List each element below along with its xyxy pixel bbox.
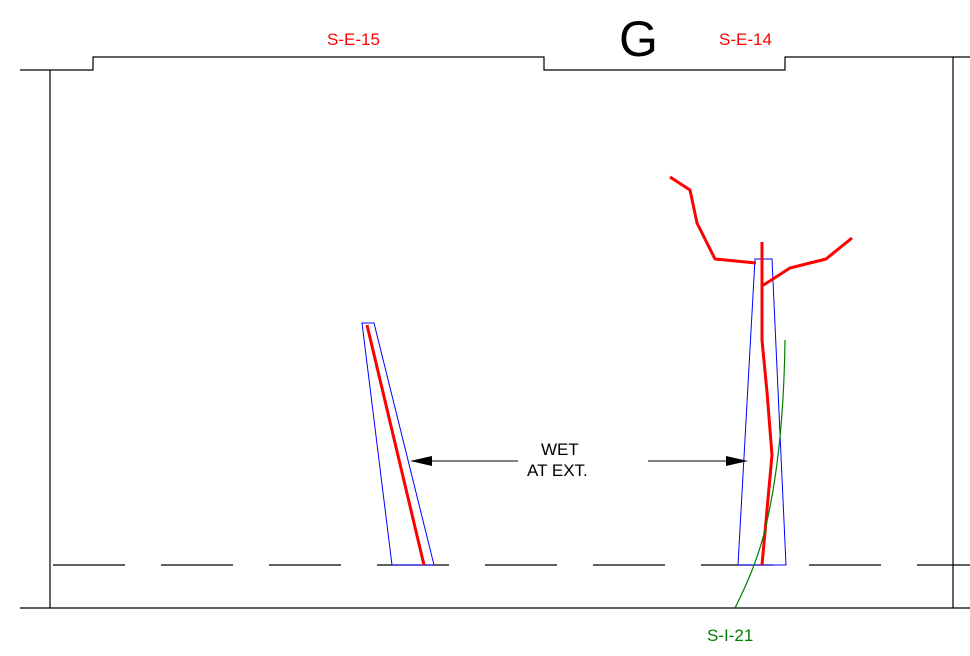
parapet-outline xyxy=(20,56,970,71)
left-pier-outline xyxy=(361,322,435,566)
right-pier-outline xyxy=(737,258,787,566)
grid-line-label: G xyxy=(619,11,658,67)
elevation-ref-left: S-E-15 xyxy=(327,30,380,49)
annotation-line-2: AT EXT. xyxy=(527,461,588,480)
annotation-line-1: WET xyxy=(541,440,579,459)
right-arrowhead xyxy=(726,456,748,466)
right-crack-branch-right xyxy=(761,236,853,288)
elevation-ref-right: S-E-14 xyxy=(719,30,772,49)
section-ref: S-I-21 xyxy=(707,626,753,645)
left-arrowhead xyxy=(410,456,432,466)
left-crack-line xyxy=(365,324,426,566)
right-crack-branch-left xyxy=(669,175,757,265)
right-crack-main xyxy=(760,242,774,566)
interior-crack-line xyxy=(734,339,786,609)
